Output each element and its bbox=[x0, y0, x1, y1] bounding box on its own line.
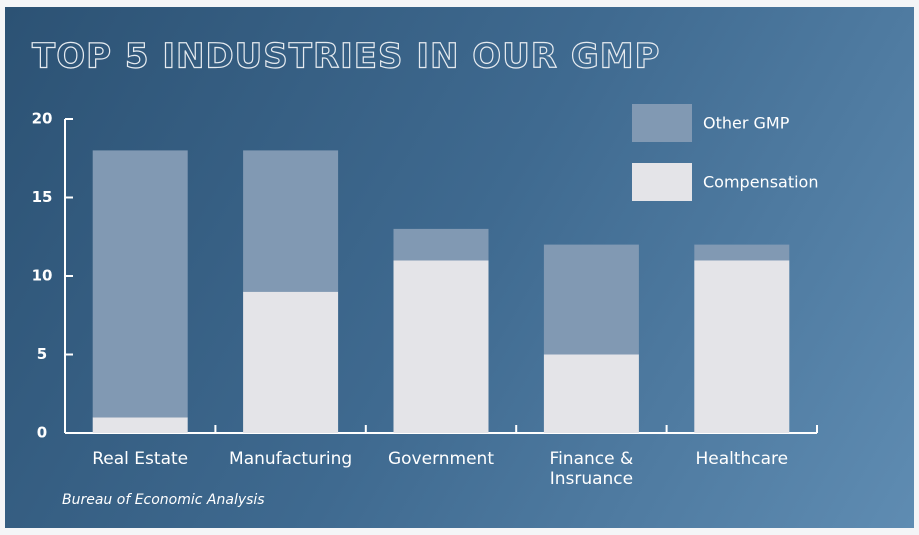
x-tick-label: Healthcare bbox=[695, 449, 789, 469]
bar-segment bbox=[543, 354, 639, 433]
y-tick-label: 15 bbox=[32, 188, 53, 206]
bar-segment bbox=[694, 244, 790, 261]
bar-segment bbox=[92, 150, 188, 418]
legend-swatch bbox=[632, 104, 692, 142]
y-tick-label: 20 bbox=[32, 110, 53, 128]
y-tick-label: 5 bbox=[37, 345, 47, 363]
source-note: Bureau of Economic Analysis bbox=[62, 492, 265, 508]
legend-label: Compensation bbox=[703, 173, 818, 192]
chart-title: TOP 5 INDUSTRIES IN OUR GMP bbox=[32, 37, 660, 77]
x-tick-label: Finance & Insruance bbox=[549, 449, 634, 489]
x-tick-label: Government bbox=[387, 449, 495, 469]
legend-swatch bbox=[632, 163, 692, 201]
bar-segment bbox=[543, 244, 639, 355]
x-tick-label: Real Estate bbox=[92, 449, 189, 469]
x-tick-label: Manufacturing bbox=[229, 449, 353, 469]
bar-segment bbox=[393, 228, 489, 261]
y-tick-label: 10 bbox=[32, 267, 53, 285]
legend-label: Other GMP bbox=[703, 114, 790, 133]
bar-segment bbox=[243, 291, 339, 433]
bar-segment bbox=[694, 260, 790, 433]
bar-segment bbox=[92, 417, 188, 433]
bar-segment bbox=[243, 150, 339, 292]
y-tick-label: 0 bbox=[37, 424, 47, 442]
bar-segment bbox=[393, 260, 489, 433]
